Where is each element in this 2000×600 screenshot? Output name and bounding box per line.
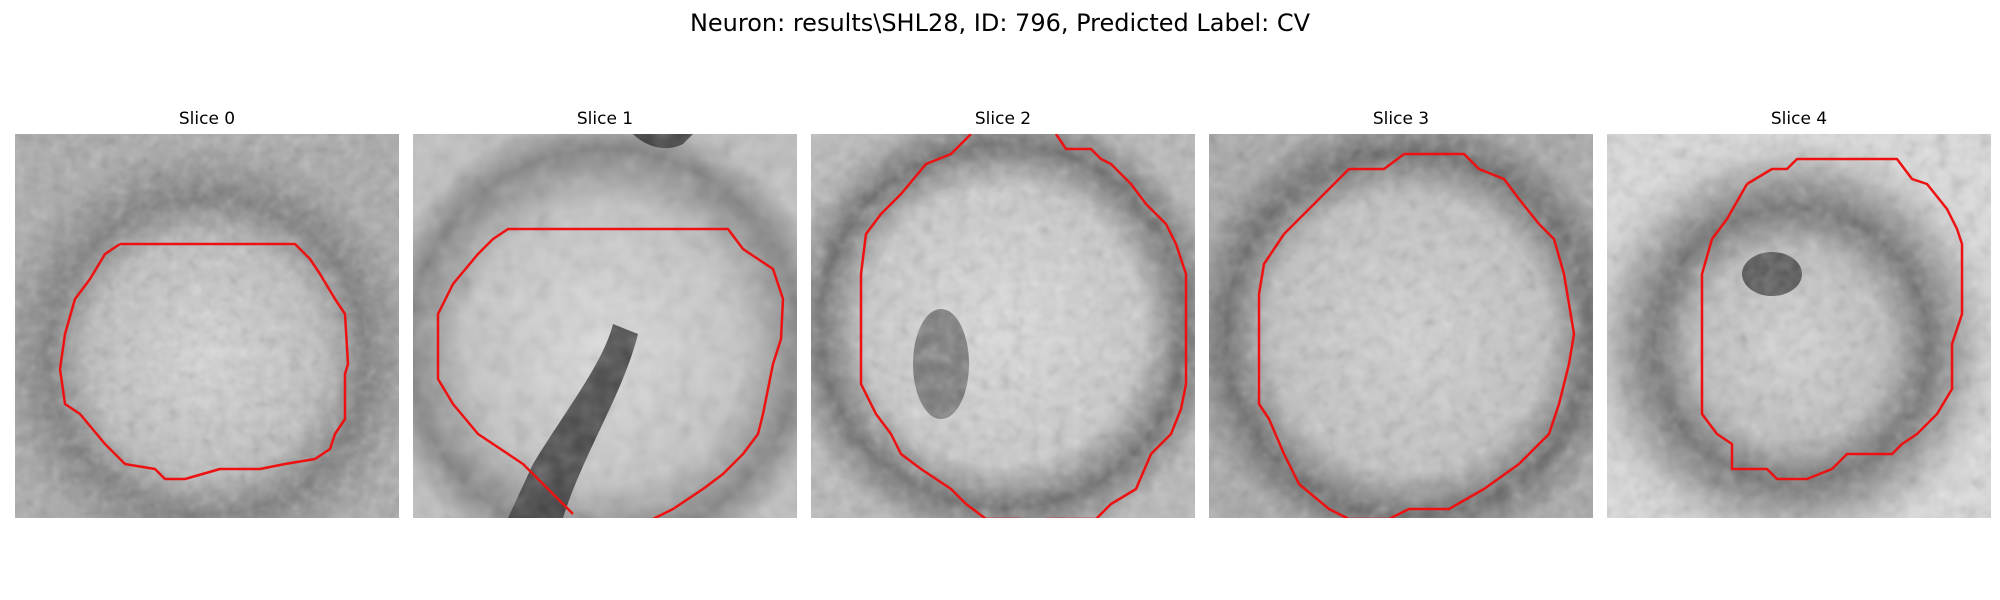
slice-image-1 (413, 134, 797, 518)
em-texture-noise (413, 134, 797, 518)
slice-panel-3: Slice 3 (1209, 108, 1593, 518)
slice-title-1: Slice 1 (413, 108, 797, 130)
slice-panel-0: Slice 0 (15, 108, 399, 518)
em-texture-noise (15, 134, 399, 518)
slice-panel-2: Slice 2 (811, 108, 1195, 518)
figure-title: Neuron: results\SHL28, ID: 796, Predicte… (0, 8, 2000, 38)
slice-image-0 (15, 134, 399, 518)
slice-panel-1: Slice 1 (413, 108, 797, 518)
em-texture-noise (1209, 134, 1593, 518)
slice-image-2 (811, 134, 1195, 518)
slice-title-3: Slice 3 (1209, 108, 1593, 130)
slice-image-3 (1209, 134, 1593, 518)
slice-title-2: Slice 2 (811, 108, 1195, 130)
slice-title-4: Slice 4 (1607, 108, 1991, 130)
slice-panel-4: Slice 4 (1607, 108, 1991, 518)
slice-image-4 (1607, 134, 1991, 518)
slice-title-0: Slice 0 (15, 108, 399, 130)
